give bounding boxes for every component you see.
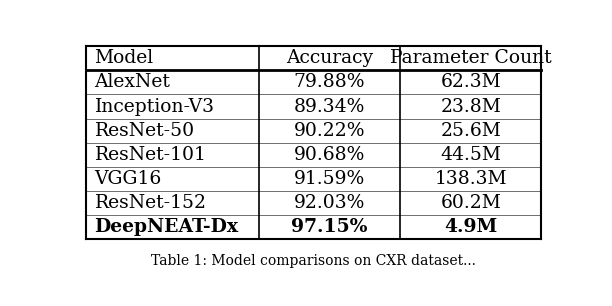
Text: 89.34%: 89.34%	[294, 98, 365, 116]
Text: 90.22%: 90.22%	[294, 122, 365, 140]
Text: ResNet-50: ResNet-50	[94, 122, 195, 140]
Text: 23.8M: 23.8M	[440, 98, 501, 116]
Text: 79.88%: 79.88%	[294, 73, 365, 91]
Text: 44.5M: 44.5M	[440, 146, 501, 164]
Text: 97.15%: 97.15%	[291, 218, 368, 236]
Text: Inception-V3: Inception-V3	[94, 98, 215, 116]
Text: 91.59%: 91.59%	[294, 170, 365, 188]
Text: 90.68%: 90.68%	[294, 146, 365, 164]
Text: 92.03%: 92.03%	[294, 194, 365, 212]
Text: VGG16: VGG16	[94, 170, 162, 188]
Text: AlexNet: AlexNet	[94, 73, 170, 91]
Text: ResNet-101: ResNet-101	[94, 146, 206, 164]
Text: 25.6M: 25.6M	[440, 122, 501, 140]
Text: Table 1: Model comparisons on CXR dataset...: Table 1: Model comparisons on CXR datase…	[151, 254, 476, 267]
Text: Model: Model	[94, 49, 154, 67]
Text: 62.3M: 62.3M	[441, 73, 501, 91]
Text: 138.3M: 138.3M	[435, 170, 507, 188]
Text: 4.9M: 4.9M	[444, 218, 498, 236]
Text: DeepNEAT-Dx: DeepNEAT-Dx	[94, 218, 239, 236]
Text: 60.2M: 60.2M	[440, 194, 501, 212]
Text: Parameter Count: Parameter Count	[390, 49, 551, 67]
Text: ResNet-152: ResNet-152	[94, 194, 206, 212]
Text: Accuracy: Accuracy	[286, 49, 373, 67]
